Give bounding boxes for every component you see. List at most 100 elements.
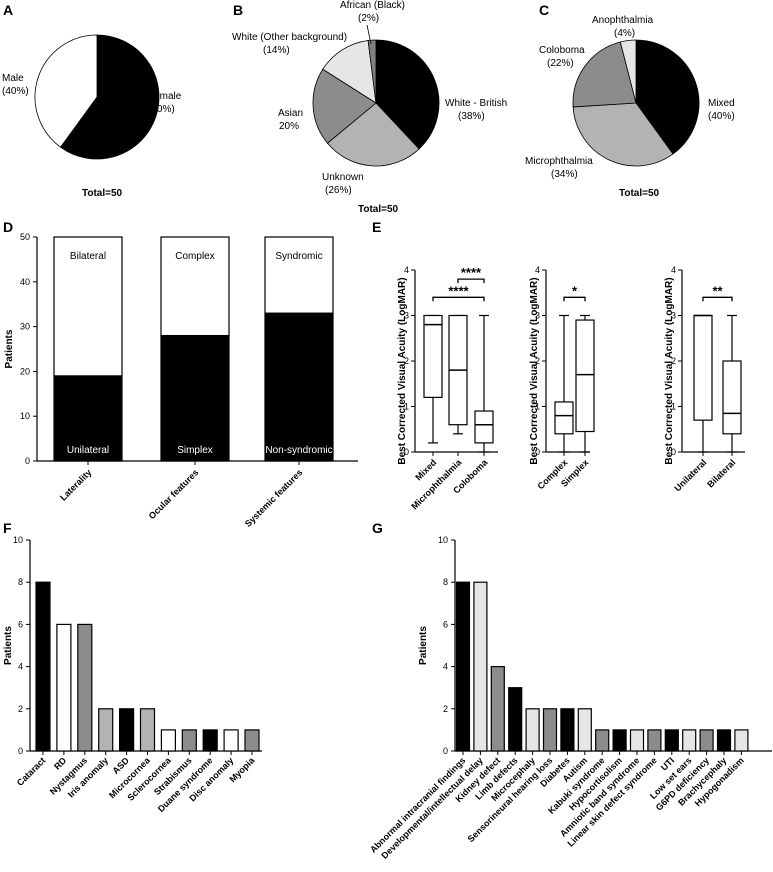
bar-top-label: Complex [175,251,214,262]
significance-bracket [563,296,586,302]
x-tick-label: Laterality [58,467,93,502]
box-iqr [474,410,494,444]
bar [202,729,218,752]
x-tick-label: Abnormal intracranial findings [368,755,467,854]
boxplot-visual-acuity: 0 1 2 3 4 Best Corrected Visual Acuity (LogMA… [397,265,745,511]
y-tick-label: 2 [443,704,448,714]
pie-c-pct-anophthalmia: (4%) [614,28,635,39]
pie-c-pct-coloboma: (22%) [547,58,574,69]
significance-label: **** [461,265,482,280]
panel-label-c: C [539,2,549,18]
pie-c-label-mixed: Mixed [708,98,735,109]
y-tick-label: 0 [25,456,30,466]
bar-bottom-label: Non-syndromic [265,445,332,456]
y-tick-label: 3 [404,311,409,321]
pie-b-pct-asian: 20% [279,121,299,132]
y-axis-title: Best Corrected Visual Acuity (LogMAR) [397,277,408,464]
pie-chart-ethnicity [312,39,440,167]
y-tick-label: 3 [535,311,540,321]
bar [716,729,732,752]
y-tick-label: 4 [443,662,448,672]
box-iqr [722,360,742,435]
pie-c-pct-mixed: (40%) [708,111,735,122]
pie-slice-4 [367,39,377,104]
bar [56,623,72,752]
y-tick-label: 4 [671,265,676,275]
pie-a-pct-female: (60%) [148,104,175,115]
bar [542,708,558,752]
bar-top-label: Bilateral [70,251,106,262]
bar [181,729,197,752]
panel-label-a: A [3,2,13,18]
y-tick-label: 10 [438,535,448,545]
x-tick-label: Unilateral [672,457,708,493]
pie-chart-phenotype [572,39,700,167]
y-tick-label: 1 [535,402,540,412]
bar-chart-systemic-features: 0 2 4 6 8 10 Patients Abnormal intracranial fin… [368,535,772,861]
bar-bottom-label: Unilateral [67,445,109,456]
bar [223,729,239,752]
y-axis-title: Patients [4,329,15,368]
y-tick-label: 10 [20,411,30,421]
bar [244,729,260,752]
box-iqr [554,401,574,435]
bar [577,708,592,752]
bar-bottom-label: Simplex [177,445,213,456]
pie-c-label-coloboma: Coloboma [539,45,585,56]
pie-b-total: Total=50 [358,204,399,215]
y-tick-label: 0 [535,447,540,457]
significance-bracket [457,278,485,284]
bar-top-segment [160,236,230,337]
y-tick-label: 0 [18,746,23,756]
pie-b-pct-unknown: (26%) [325,185,352,196]
pie-a-total: Total=50 [82,188,123,199]
pie-slice-2 [312,68,377,144]
y-axis-title: Patients [418,626,429,665]
bar [525,708,540,752]
bar [473,581,488,752]
pie-slice-2 [572,41,637,108]
y-tick-label: 4 [18,662,23,672]
bar-top-segment [264,236,334,314]
panel-label-f: F [3,520,12,536]
x-tick-label: Bilateral [705,457,737,489]
y-tick-label: 20 [20,366,30,376]
bar-top-label: Syndromic [275,251,322,262]
x-tick-label: Developmental/intellectual delay [379,755,484,860]
y-tick-label: 6 [443,619,448,629]
pie-c-label-anophthalmia: Anophthalmia [592,15,654,26]
box-iqr [693,314,713,421]
pie-b-label-unknown: Unknown [322,172,364,183]
pie-slice-1 [326,102,420,167]
y-tick-label: 3 [671,311,676,321]
panel-label-d: D [3,219,13,235]
y-tick-label: 1 [404,402,409,412]
pie-b-label-african: African (Black) [340,0,405,11]
bar-bottom-segment [264,312,334,462]
pie-c-total: Total=50 [619,188,660,199]
pie-slice-3 [322,40,377,104]
y-tick-label: 0 [671,447,676,457]
bar [160,729,176,752]
y-tick-label: 10 [13,535,23,545]
pie-b-pct-white-other: (14%) [263,45,290,56]
bar [139,708,156,752]
x-tick-label: RD [52,755,69,772]
bar [77,623,93,752]
bar [35,581,51,752]
bar [629,729,645,752]
box-iqr [423,314,443,399]
y-axis-title: Best Corrected Visual Acuity (LogMAR) [664,277,675,464]
significance-label: ** [712,283,723,298]
x-tick-label: Cataract [15,755,48,788]
pie-b-label-white-british: White - British [445,98,507,109]
bar [490,665,505,752]
y-tick-label: 2 [404,356,409,366]
y-tick-label: 4 [404,265,409,275]
panel-label-e: E [372,219,381,235]
bar [118,708,135,752]
y-tick-label: 1 [671,402,676,412]
panel-label-g: G [372,520,383,536]
pie-a-pct-male: (40%) [2,86,29,97]
